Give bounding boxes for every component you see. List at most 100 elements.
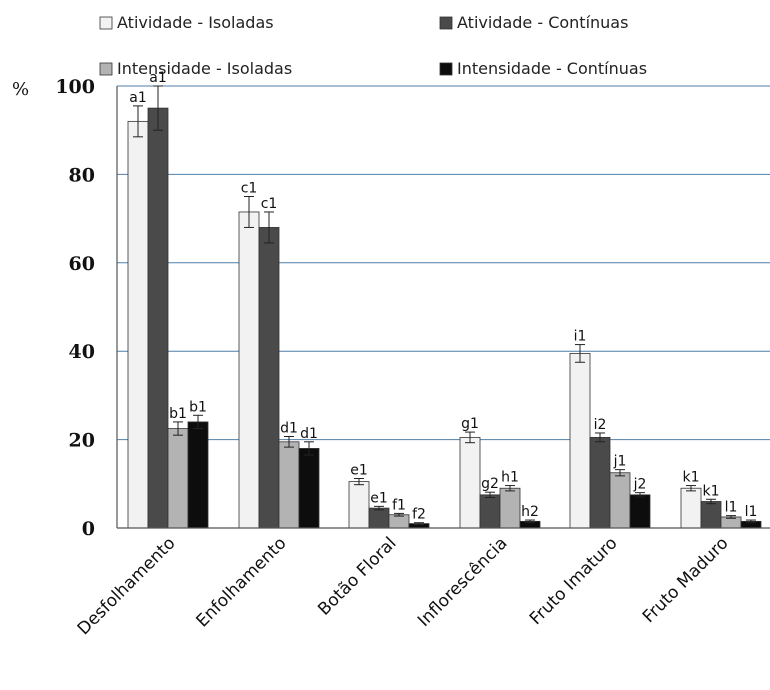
data-label: k1 bbox=[702, 483, 719, 499]
x-tick-label: Fruto Maduro bbox=[639, 533, 733, 627]
bar-atividade-cont-nuas-desfolhamento bbox=[147, 107, 169, 529]
data-label: d1 bbox=[300, 426, 318, 442]
data-label: j2 bbox=[633, 477, 647, 493]
bar-intensidade-isoladas-desfolhamento bbox=[167, 428, 189, 529]
legend-item: Intensidade - Contínuas bbox=[439, 59, 647, 78]
error-bar bbox=[133, 105, 143, 138]
x-tick-label: Enfolhamento bbox=[192, 533, 290, 631]
legend: Atividade - Isoladas Atividade - Contínua… bbox=[99, 13, 647, 78]
axes bbox=[116, 86, 770, 529]
bar-intensidade-isoladas-fruto-imaturo bbox=[609, 472, 631, 529]
x-tick-label: Botão Floral bbox=[314, 533, 400, 619]
error-bar bbox=[635, 492, 645, 498]
bar-intensidade-cont-nuas-fruto-imaturo bbox=[629, 494, 651, 529]
y-tick-label: 20 bbox=[69, 430, 95, 452]
legend-label: Atividade - Isoladas bbox=[117, 13, 274, 32]
data-label: g2 bbox=[481, 476, 499, 492]
error-bar bbox=[414, 522, 424, 525]
data-label: e1 bbox=[350, 462, 368, 478]
y-axis-label: % bbox=[12, 79, 29, 100]
legend-swatch bbox=[439, 16, 453, 30]
bar-intensidade-cont-nuas-desfolhamento bbox=[187, 421, 209, 529]
error-bar bbox=[505, 485, 515, 492]
data-label: c1 bbox=[261, 196, 278, 212]
bar-intensidade-isoladas-enfolhamento bbox=[278, 441, 300, 529]
data-label: j1 bbox=[613, 454, 627, 470]
error-bar bbox=[173, 421, 183, 436]
x-tick-labels: Desfolhamento Enfolhamento Botão Floral Inf… bbox=[74, 533, 733, 639]
data-label: b1 bbox=[189, 399, 207, 415]
bar-intensidade-cont-nuas-enfolhamento bbox=[298, 448, 320, 529]
error-bar bbox=[706, 498, 716, 505]
bar-atividade-cont-nuas-bot-o-floral bbox=[368, 507, 390, 529]
error-bar bbox=[354, 477, 364, 486]
data-label: h1 bbox=[501, 470, 519, 486]
data-label: l1 bbox=[725, 500, 738, 516]
error-bar bbox=[525, 519, 535, 524]
legend-swatch bbox=[99, 16, 113, 30]
y-tick-label: 0 bbox=[82, 518, 95, 540]
data-label: c1 bbox=[241, 181, 258, 197]
bar-atividade-isoladas-fruto-maduro bbox=[680, 487, 702, 529]
y-tick-labels: 0 20 40 60 80 100 bbox=[55, 76, 95, 540]
error-bar bbox=[284, 436, 294, 448]
data-label: g1 bbox=[461, 416, 479, 432]
data-label: f1 bbox=[392, 497, 406, 513]
bar-atividade-isoladas-enfolhamento bbox=[238, 211, 260, 529]
bar-intensidade-isoladas-bot-o-floral bbox=[388, 514, 410, 529]
legend-label: Atividade - Contínuas bbox=[457, 13, 628, 32]
error-bar bbox=[746, 519, 756, 524]
error-bar bbox=[465, 431, 475, 444]
bar-atividade-cont-nuas-enfolhamento bbox=[258, 227, 280, 529]
bar-atividade-isoladas-infloresc-ncia bbox=[459, 436, 481, 529]
bar-intensidade-isoladas-infloresc-ncia bbox=[499, 487, 521, 529]
x-tick-label: Inflorescência bbox=[414, 533, 512, 631]
error-bar bbox=[304, 441, 314, 456]
error-bar bbox=[264, 211, 274, 244]
data-label: k1 bbox=[682, 470, 699, 486]
error-bar bbox=[193, 414, 203, 430]
x-tick-label: Desfolhamento bbox=[74, 533, 180, 639]
bar-atividade-isoladas-desfolhamento bbox=[127, 120, 149, 529]
data-label: a1 bbox=[129, 90, 147, 106]
legend-swatch bbox=[439, 62, 453, 76]
bar-atividade-cont-nuas-fruto-maduro bbox=[700, 501, 722, 529]
data-label: f2 bbox=[412, 507, 426, 523]
bar-atividade-cont-nuas-infloresc-ncia bbox=[479, 494, 501, 529]
bars bbox=[127, 107, 762, 529]
x-tick-label: Fruto Imaturo bbox=[526, 533, 622, 629]
y-tick-label: 100 bbox=[55, 76, 95, 98]
y-tick-label: 60 bbox=[69, 253, 95, 275]
data-label: b1 bbox=[169, 406, 187, 422]
legend-swatch bbox=[99, 62, 113, 76]
error-bar bbox=[595, 432, 605, 443]
error-bar bbox=[485, 491, 495, 499]
data-label: e1 bbox=[370, 490, 388, 506]
data-label: i2 bbox=[594, 417, 607, 433]
legend-item: Atividade - Contínuas bbox=[439, 13, 628, 32]
y-tick-label: 40 bbox=[69, 341, 95, 363]
bar-atividade-isoladas-fruto-imaturo bbox=[569, 353, 591, 529]
error-bar bbox=[153, 85, 163, 131]
data-label: d1 bbox=[280, 421, 298, 437]
error-bar bbox=[374, 505, 384, 511]
error-bar bbox=[575, 344, 585, 363]
error-bar bbox=[615, 469, 625, 477]
data-label: i1 bbox=[574, 329, 587, 345]
legend-label: Intensidade - Isoladas bbox=[117, 59, 292, 78]
y-tick-label: 80 bbox=[69, 164, 95, 186]
legend-item: Atividade - Isoladas bbox=[99, 13, 274, 32]
error-bars bbox=[133, 85, 756, 525]
data-label: a1 bbox=[149, 70, 167, 86]
data-label: h2 bbox=[521, 504, 539, 520]
error-bar bbox=[244, 196, 254, 228]
legend-label: Intensidade - Contínuas bbox=[457, 59, 647, 78]
error-bar bbox=[394, 512, 404, 517]
bar-atividade-cont-nuas-fruto-imaturo bbox=[589, 436, 611, 529]
data-label: l1 bbox=[745, 504, 758, 520]
data-labels: a1 c1 e1 g1 i1 k1 a1 c1 e1 g2 i2 k1 b1 d1 f1 h1 j1 l1 b1 d1… bbox=[129, 70, 757, 523]
error-bar bbox=[686, 485, 696, 492]
legend-item: Intensidade - Isoladas bbox=[99, 59, 292, 78]
error-bar bbox=[726, 515, 736, 519]
